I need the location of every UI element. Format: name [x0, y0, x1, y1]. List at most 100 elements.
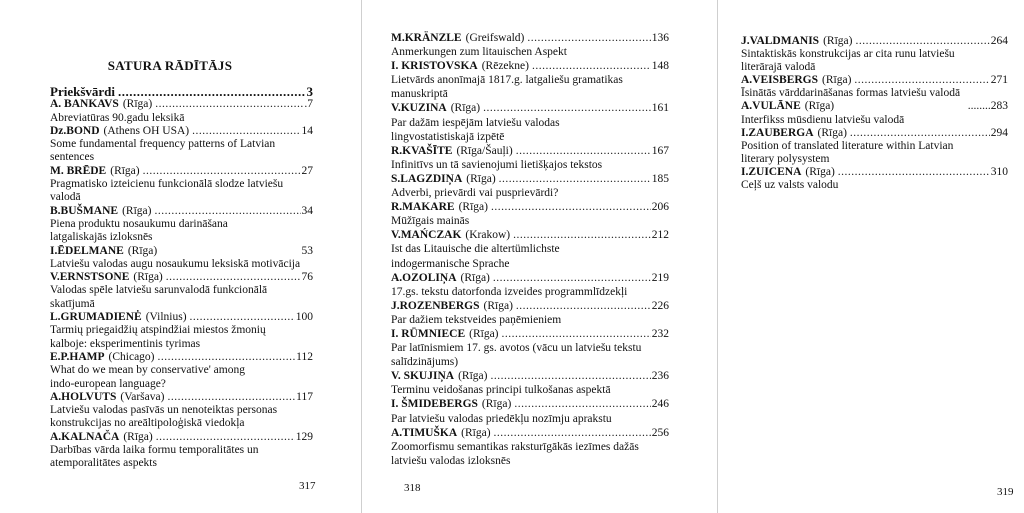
article-title-line: Darbības vārda laika formu temporalitāte…: [50, 444, 259, 457]
author-name: A.TIMUŠKA: [391, 426, 458, 439]
article-title-line: Terminu veidošanas principi tulkošanas a…: [391, 384, 611, 397]
article-title-line: Ceļš uz valsts valodu: [741, 179, 839, 192]
toc-entry: I. RŪMNIECE (Rīga) 232 Par latīnismiem 17.…: [391, 327, 669, 369]
page-reference: 246: [651, 398, 669, 411]
author-location: (Rīga): [460, 271, 490, 284]
page-reference: 167: [651, 144, 669, 157]
page-reference: 310: [990, 165, 1008, 178]
dot-leader: [491, 200, 651, 214]
author-name: I. KRISTOVSKA: [391, 60, 478, 73]
toc-entry-heading: A.OZOLIŅA(Rīga) 219: [391, 271, 669, 285]
article-title-line: Par latīnismiem 17. gs. avotos (vācu un …: [391, 342, 642, 355]
article-title-line: indo-european language?: [50, 377, 166, 390]
article-title-line: Infinitīvs un tā savienojumi lietišķajos…: [391, 158, 603, 171]
page-reference: 53: [301, 244, 314, 257]
page-reference: 161: [651, 102, 669, 115]
toc-entry-heading: I. RŪMNIECE (Rīga) 232: [391, 327, 669, 341]
author-location: (Chicago): [108, 350, 155, 363]
dot-leader: [118, 85, 306, 98]
article-title-line: Zoomorfismu semantikas raksturīgākās iez…: [391, 440, 639, 453]
author-name: I. RŪMNIECE: [391, 327, 466, 340]
toc-entry-heading: I.ZUICENA(Rīga) 310: [741, 166, 1008, 179]
article-title-line: Piena produktu nosaukumu darināšana: [50, 217, 228, 230]
toc-entry: V.KUZINA(Rīga) 161 Par dažām iespējām latv…: [391, 101, 669, 143]
author-location: (Rīga): [110, 164, 140, 177]
toc-entry-heading: I. KRISTOVSKA(Rēzekne) 148: [391, 59, 669, 73]
author-name: J.VALDMANIS: [741, 35, 820, 47]
toc-entry-heading: R.KVAŠĪTE(Rīga/Šauļi) 167: [391, 144, 669, 158]
toc-entry-heading: M. BRĒDE(Rīga) 27: [50, 165, 313, 178]
dot-leader: [527, 31, 650, 45]
dot-leader: [156, 431, 295, 444]
toc-entry: S.LAGZDIŅA(Rīga) 185 Adverbi, prievārdi va…: [391, 172, 669, 200]
author-location: (Rīga): [458, 201, 488, 214]
author-location: (Rīga): [133, 271, 163, 284]
page-reference: 226: [651, 299, 669, 312]
toc-entry-heading: A. BANKAVS(Rīga) .7: [50, 98, 313, 111]
dot-leader: [158, 351, 296, 364]
author-location: (Rīga): [122, 204, 152, 217]
article-title-line: Par dažiem tekstveides paņēmieniem: [391, 313, 562, 326]
dot-leader: [494, 426, 651, 440]
page-reference: 264: [990, 35, 1008, 47]
page-reference: 14: [301, 124, 314, 137]
dot-leader: [499, 172, 651, 186]
author-location: (Vilnius): [145, 311, 187, 324]
toc-entry: A.VULĀNE (Rīga) ........283 Interfikss mūsd…: [741, 100, 1008, 126]
page-reference: 112: [296, 350, 313, 363]
page-reference: 271: [990, 74, 1008, 87]
dot-leader: [493, 271, 651, 285]
article-title-line: Par dažām iespējām latviešu valodas: [391, 116, 560, 129]
page-number: 317: [299, 480, 316, 492]
dot-leader: [143, 165, 301, 178]
author-location: (Krakow): [465, 229, 511, 242]
author-location: (Rīga): [466, 172, 496, 185]
author-location: (Rīga): [481, 398, 512, 411]
author-location: (Rīga): [122, 98, 153, 111]
author-location: (Rīga): [823, 35, 853, 47]
toc-entry: Dz.BOND(Athens OH USA) 14 Some fundamental…: [50, 125, 313, 165]
dot-leader: [190, 311, 295, 324]
dot-leader: [532, 59, 651, 73]
article-title-line: konstrukcijas no areāltipoloģiskā viedok…: [50, 417, 245, 430]
page-number: 319: [997, 486, 1014, 498]
article-title-line: Latviešu valodas augu nosaukumu leksiskā…: [50, 257, 301, 270]
page-reference: 76: [301, 271, 314, 284]
toc-entry-heading: A.KALNAČA(Rīga) 129: [50, 431, 313, 444]
article-title-line: atemporalitātes aspekts: [50, 457, 157, 470]
article-title-line: literary polysystem: [741, 152, 830, 165]
author-name: A.OZOLIŅA: [391, 271, 457, 284]
dot-leader: [516, 144, 651, 158]
page-reference: 27: [301, 164, 314, 177]
dot-leader: [155, 98, 303, 111]
page-reference: 3: [306, 84, 314, 99]
page-reference: 136: [651, 32, 669, 44]
author-location: (Rīga): [123, 430, 153, 443]
author-location: (Rīga): [458, 370, 488, 383]
author-name: R.MAKARE: [391, 201, 455, 214]
toc-entry-heading: I.ZAUBERGA(Rīga) 294: [741, 127, 1008, 140]
article-title-line: indogermanische Sprache: [391, 257, 510, 270]
dot-leader: [855, 35, 989, 48]
author-location: (Rīga): [469, 327, 499, 340]
toc-entry: J.VALDMANIS(Rīga) 264 Sintaktiskās konstru…: [741, 35, 1008, 74]
author-name: V. SKUJIŅA: [391, 370, 455, 383]
article-title-line: Mūžīgais mainās: [391, 215, 470, 228]
author-name: I.ĒDELMANE: [50, 244, 124, 257]
page-reference: 256: [651, 426, 669, 439]
article-title-line: Pragmatisko izteicienu funkcionālā slodz…: [50, 178, 284, 191]
article-title-line: Sintaktiskās konstrukcijas ar cita runu …: [741, 48, 955, 61]
article-title-line: Adverbi, prievārdi vai puspriеvārdi?: [391, 187, 559, 200]
author-name: A.HOLVUTS: [50, 390, 117, 403]
toc-entry-heading: J.VALDMANIS(Rīga) 264: [741, 35, 1008, 48]
article-title-line: manuskriptā: [391, 88, 448, 101]
page-reference: 185: [651, 172, 669, 185]
author-location: (Rīga/Šauļi): [456, 144, 513, 157]
author-location: (Varšava): [120, 390, 165, 403]
toc-entry: I. ŠMIDEBERGS(Rīga) 246 Par latviešu valod…: [391, 397, 669, 425]
toc-entry: R.KVAŠĪTE(Rīga/Šauļi) 167 Infinitīvs un tā…: [391, 144, 669, 172]
article-title-line: kalboje: eksperimentinis tyrimas: [50, 337, 201, 350]
dot-leader: [516, 299, 651, 313]
author-location: (Rīga): [822, 74, 852, 87]
